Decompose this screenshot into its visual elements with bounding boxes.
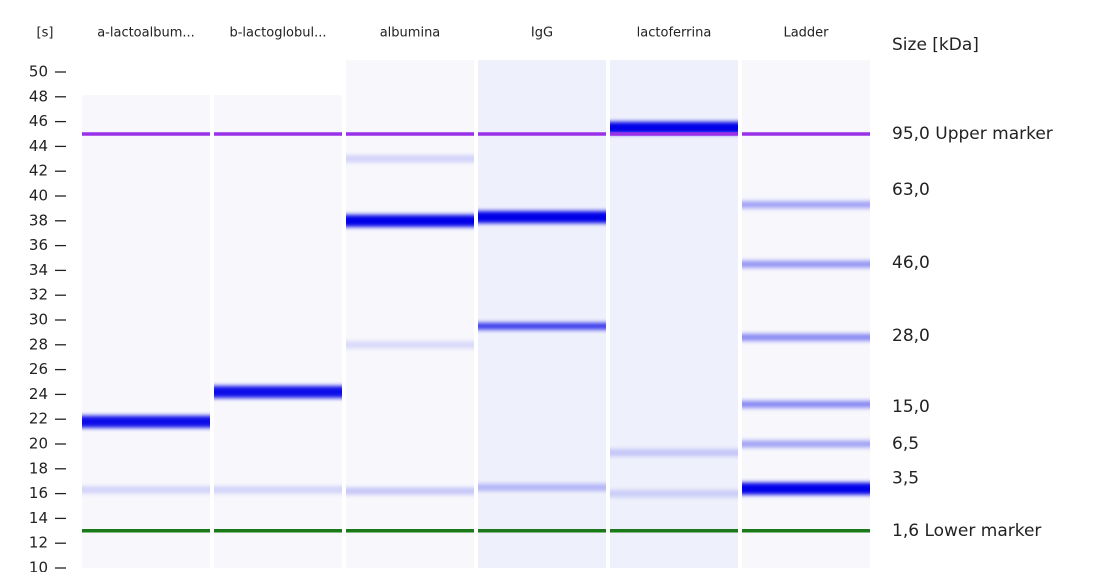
band bbox=[742, 401, 870, 408]
y-tick-label: 48 bbox=[29, 87, 48, 105]
band bbox=[214, 486, 342, 493]
y-tick-label: 28 bbox=[29, 335, 48, 353]
band bbox=[610, 122, 738, 134]
size-label: 6,5 bbox=[892, 434, 919, 454]
band bbox=[346, 215, 474, 227]
band bbox=[478, 484, 606, 491]
y-tick-label: 30 bbox=[29, 311, 48, 329]
lane-label: lactoferrina bbox=[637, 26, 712, 41]
gel-view: [s] Size [kDa] 10 12 14 16 18 20 22 24 26 28 30 32 3… bbox=[0, 0, 1110, 572]
size-label: 3,5 bbox=[892, 469, 919, 489]
y-tick-label: 38 bbox=[29, 211, 48, 229]
y-tick-label: 32 bbox=[29, 286, 48, 304]
y-tick-label: 44 bbox=[29, 137, 48, 155]
lane-background bbox=[214, 95, 342, 568]
lane-label: IgG bbox=[531, 26, 553, 41]
y-tick-label: 22 bbox=[29, 410, 48, 428]
y-axis-label: [s] bbox=[37, 26, 54, 41]
lane-label: b-lactoglobul... bbox=[229, 26, 326, 41]
size-label: 63,0 bbox=[892, 180, 930, 200]
y-tick-label: 40 bbox=[29, 187, 48, 205]
band bbox=[478, 323, 606, 330]
band bbox=[610, 449, 738, 456]
y-tick-label: 26 bbox=[29, 360, 48, 378]
size-label: 15,0 bbox=[892, 397, 930, 417]
y-tick-label: 18 bbox=[29, 459, 48, 477]
size-label: 28,0 bbox=[892, 326, 930, 346]
lane-background bbox=[82, 95, 210, 568]
size-label: 46,0 bbox=[892, 253, 930, 273]
y-tick-label: 10 bbox=[29, 559, 48, 573]
y-tick-label: 20 bbox=[29, 435, 48, 453]
y-tick-label: 50 bbox=[29, 63, 48, 81]
band bbox=[346, 488, 474, 495]
y-tick-label: 16 bbox=[29, 484, 48, 502]
y-tick-label: 42 bbox=[29, 162, 48, 180]
band bbox=[742, 201, 870, 208]
y-tick-label: 14 bbox=[29, 509, 48, 527]
band bbox=[742, 334, 870, 341]
band bbox=[742, 483, 870, 495]
band bbox=[82, 486, 210, 493]
band bbox=[610, 490, 738, 497]
size-label: 1,6 Lower marker bbox=[892, 521, 1041, 541]
band bbox=[346, 341, 474, 348]
band bbox=[346, 155, 474, 162]
y-tick-label: 46 bbox=[29, 112, 48, 130]
band bbox=[82, 416, 210, 428]
lane-label: Ladder bbox=[783, 26, 829, 41]
y-tick-label: 24 bbox=[29, 385, 48, 403]
size-label: 95,0 Upper marker bbox=[892, 124, 1053, 144]
lane-background bbox=[478, 60, 606, 568]
band bbox=[214, 386, 342, 398]
y-tick-label: 34 bbox=[29, 261, 48, 279]
size-title: Size [kDa] bbox=[892, 35, 979, 55]
y-tick-label: 36 bbox=[29, 236, 48, 254]
band bbox=[478, 211, 606, 223]
band bbox=[742, 441, 870, 448]
band bbox=[742, 261, 870, 268]
lane-label: albumina bbox=[380, 26, 441, 41]
lane-label: a-lactoalbum... bbox=[97, 26, 195, 41]
y-tick-label: 12 bbox=[29, 534, 48, 552]
